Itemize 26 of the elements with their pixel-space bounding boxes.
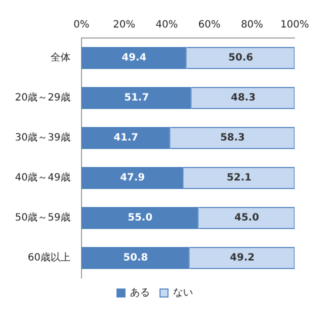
y-tick-label: 40歳～49歳 [14, 172, 70, 184]
y-tick-label: 20歳～29歳 [14, 92, 70, 104]
data-label: 49.4 [122, 52, 146, 64]
data-label: 48.3 [230, 92, 256, 104]
y-tick-label: 50歳～59歳 [14, 212, 70, 224]
x-tick-label: 80% [240, 20, 264, 31]
legend-label: ない [173, 288, 193, 299]
data-label: 58.3 [220, 132, 245, 144]
y-tick-label: 全体 [50, 52, 70, 64]
data-label: 45.0 [234, 212, 260, 224]
data-label: 55.0 [128, 212, 152, 224]
x-tick-label: 60% [198, 20, 221, 31]
data-label: 47.9 [120, 172, 145, 184]
x-tick-label: 20% [112, 20, 136, 31]
data-label: 50.6 [228, 52, 254, 64]
data-label: 49.2 [230, 252, 255, 264]
data-label: 51.7 [124, 92, 149, 104]
x-tick-label: 40% [156, 20, 178, 31]
data-label: 50.8 [123, 252, 148, 264]
data-label: 52.1 [226, 172, 252, 184]
y-tick-label: 30歳～39歳 [14, 132, 70, 144]
x-tick-label: 0% [74, 20, 90, 31]
x-tick-label: 100% [280, 20, 309, 31]
y-tick-label: 60歳以上 [28, 252, 70, 264]
data-label: 41.7 [114, 132, 138, 144]
legend-label: ある [130, 288, 150, 299]
